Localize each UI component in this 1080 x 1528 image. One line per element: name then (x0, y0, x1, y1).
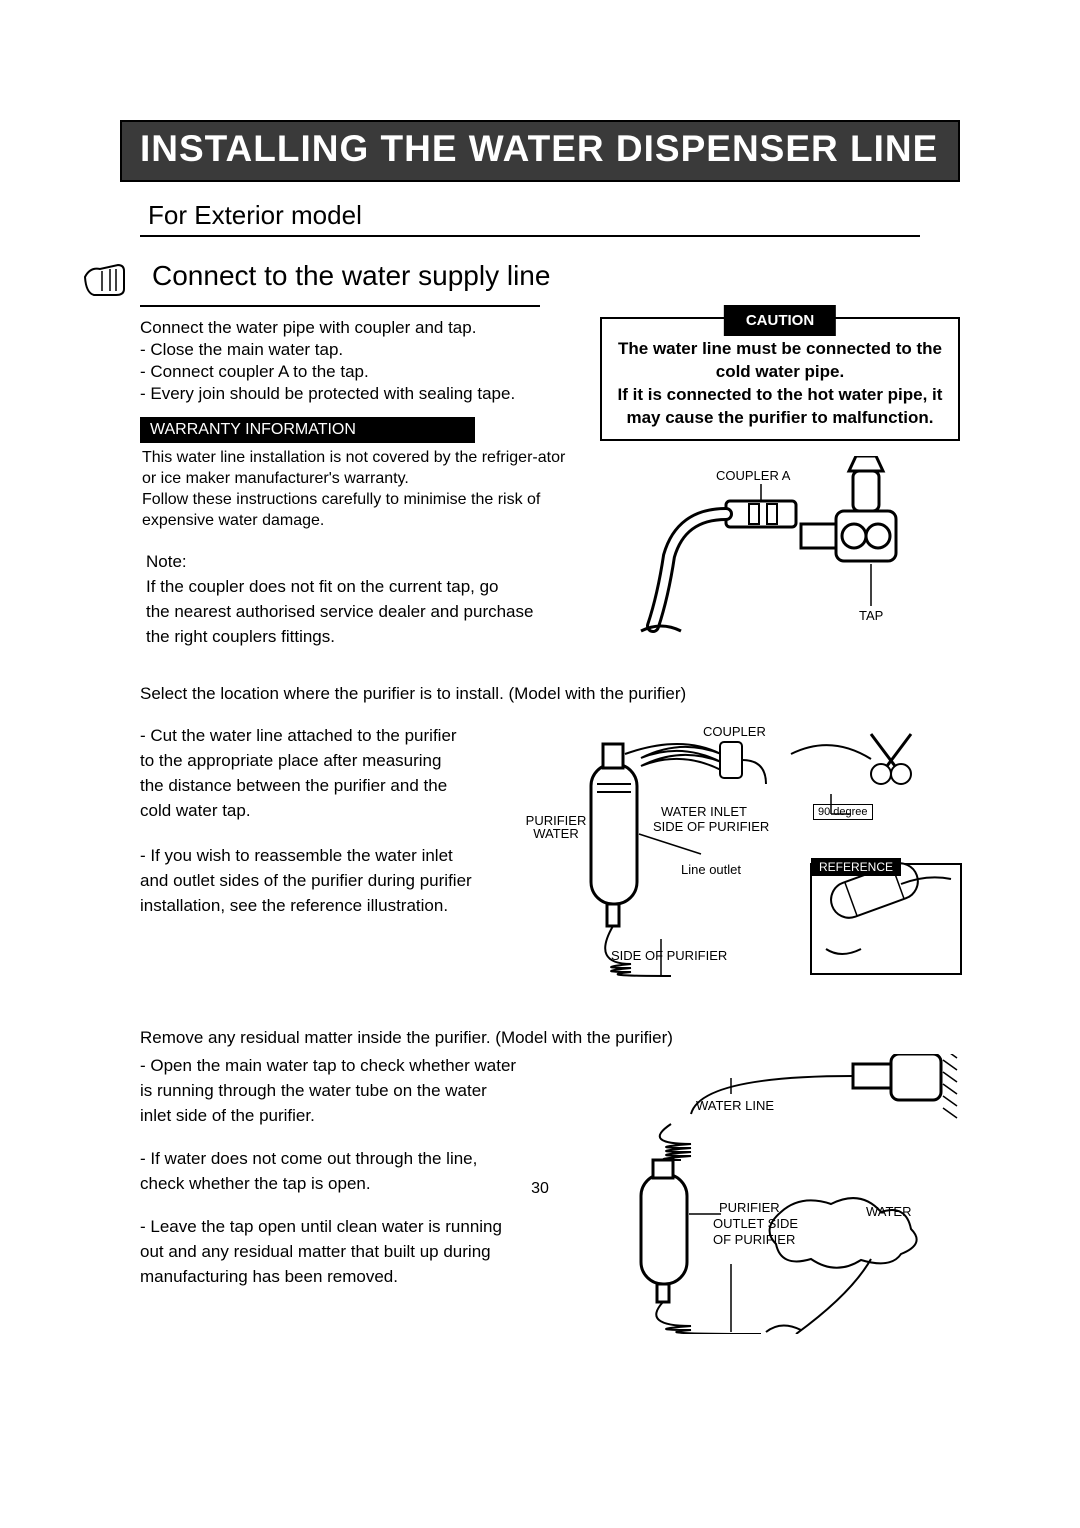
warranty-body: This water line installation is not cove… (140, 443, 570, 535)
label-water-line: WATER LINE (696, 1098, 774, 1113)
bullet-row: Connect to the water supply line (140, 251, 960, 301)
sec2-p1d: cold water tap. (140, 798, 500, 823)
sec2-p1a: - Cut the water line attached to the pur… (140, 723, 500, 748)
section-1: Connect the water pipe with coupler and … (140, 317, 960, 649)
subheading-2: Connect to the water supply line (144, 260, 550, 292)
sec3-p2a: - If water does not come out through the… (140, 1146, 540, 1171)
sec2-header: Select the location where the purifier i… (140, 683, 960, 705)
diagram-coupler-tap: COUPLER A TAP (600, 455, 960, 645)
sec3-p3a: - Leave the tap open until clean water i… (140, 1214, 540, 1239)
subheading-1: For Exterior model (140, 200, 960, 231)
sec2-text: - Cut the water line attached to the pur… (140, 723, 500, 993)
intro-b2: - Connect coupler A to the tap. (140, 361, 570, 383)
caution-l2: If it is connected to the hot water pipe… (612, 383, 948, 429)
sec3-p3b: out and any residual matter that built u… (140, 1239, 540, 1264)
sec3-p2b: check whether the tap is open. (140, 1171, 540, 1196)
sec2-p2b: and outlet sides of the purifier during … (140, 868, 500, 893)
caution-label: CAUTION (724, 305, 836, 336)
caution-l1: The water line must be connected to the … (612, 337, 948, 383)
label-water-inlet: WATER INLET (661, 804, 747, 819)
content-area: For Exterior model Connect to the water … (120, 200, 960, 1333)
intro-b3: - Every join should be protected with se… (140, 383, 570, 405)
diagram-flush: WATER LINE PURIFIER WATER OUTLET SIDE OF… (570, 1053, 972, 1333)
hand-point-icon (80, 251, 130, 301)
page-title-bar: INSTALLING THE WATER DISPENSER LINE (120, 120, 960, 182)
sec3-p1c: inlet side of the purifier. (140, 1103, 540, 1128)
warranty-l1: This water line installation is not cove… (142, 449, 565, 487)
label-coupler: COUPLER (703, 724, 766, 739)
label-reference: REFERENCE (811, 858, 901, 876)
label-water: WATER (866, 1204, 912, 1219)
label-line-outlet: Line outlet (681, 862, 741, 877)
note-l3: the right couplers fittings. (146, 624, 570, 649)
label-ninety: 90 degree (813, 804, 873, 820)
label-coupler-a: COUPLER A (716, 468, 790, 483)
diagram-purifier-install: PURIFIER WATER COUPLER WATER INLET SIDE … (530, 723, 972, 993)
note-l2: the nearest authorised service dealer an… (146, 599, 570, 624)
section-1-text: Connect the water pipe with coupler and … (140, 317, 570, 649)
rule-2 (140, 305, 540, 307)
label-side-purifier-top: SIDE OF PURIFIER (653, 819, 769, 834)
sec3-header: Remove any residual matter inside the pu… (140, 1027, 960, 1049)
section-2: - Cut the water line attached to the pur… (140, 723, 960, 993)
label-outlet-side: OUTLET SIDE (713, 1216, 798, 1231)
intro-b1: - Close the main water tap. (140, 339, 570, 361)
intro-line: Connect the water pipe with coupler and … (140, 317, 570, 339)
sec3-text: - Open the main water tap to check wheth… (140, 1053, 540, 1333)
sec2-p2a: - If you wish to reassemble the water in… (140, 843, 500, 868)
sec3-p1b: is running through the water tube on the… (140, 1078, 540, 1103)
warranty-l2: Follow these instructions carefully to m… (142, 491, 540, 529)
warranty-heading: WARRANTY INFORMATION (140, 417, 475, 443)
page-number: 30 (531, 1180, 549, 1198)
rule-1 (140, 235, 920, 237)
sec3-p3c: manufacturing has been removed. (140, 1264, 540, 1289)
label-purifier-water: PURIFIER WATER (521, 814, 591, 840)
caution-box: CAUTION The water line must be connected… (600, 317, 960, 441)
section-1-right: CAUTION The water line must be connected… (600, 317, 960, 649)
sec2-p1b: to the appropriate place after measuring (140, 748, 500, 773)
label-tap: TAP (859, 608, 883, 623)
sec3-p1a: - Open the main water tap to check wheth… (140, 1053, 540, 1078)
section-3: - Open the main water tap to check wheth… (140, 1053, 960, 1333)
sec2-p1c: the distance between the purifier and th… (140, 773, 500, 798)
note-title: Note: (146, 549, 570, 574)
note-l1: If the coupler does not fit on the curre… (146, 574, 570, 599)
label-purifier: PURIFIER (719, 1200, 780, 1215)
sec2-p2c: installation, see the reference illustra… (140, 893, 500, 918)
note-block: Note: If the coupler does not fit on the… (140, 549, 570, 649)
label-side-purifier-bottom: SIDE OF PURIFIER (611, 948, 727, 963)
label-of-purifier: OF PURIFIER (713, 1232, 795, 1247)
